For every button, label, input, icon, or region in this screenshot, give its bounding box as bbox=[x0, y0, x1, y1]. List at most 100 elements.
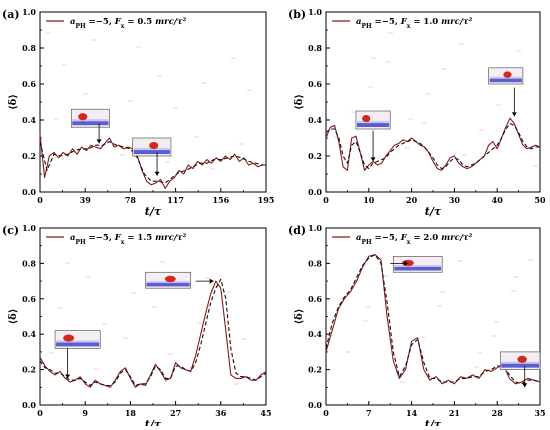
noise-mark bbox=[128, 100, 133, 102]
legend: aPH =−5, Fx = 1.0 mrc/τ² bbox=[332, 17, 473, 30]
noise-mark bbox=[197, 322, 202, 324]
noise-mark bbox=[152, 306, 157, 308]
legend-part: =−5, bbox=[86, 17, 115, 27]
arrow-head bbox=[96, 139, 102, 144]
y-tick-label: 0.2 bbox=[22, 365, 36, 375]
annotation-arrow bbox=[65, 348, 71, 379]
noise-mark bbox=[91, 39, 96, 41]
series-line-dashed bbox=[39, 141, 266, 184]
inset-layer-bed bbox=[501, 363, 539, 368]
y-tick-label: 0.4 bbox=[308, 115, 322, 125]
y-tick-label: 0.6 bbox=[22, 79, 36, 89]
y-tick-label: 0.4 bbox=[308, 329, 322, 339]
noise-mark bbox=[120, 154, 125, 156]
y-tick-label: 0.2 bbox=[22, 151, 36, 161]
y-tick-label: 0.6 bbox=[308, 79, 322, 89]
noise-mark bbox=[139, 384, 144, 386]
y-tick-label: 0.8 bbox=[22, 43, 36, 53]
x-tick-label: 0 bbox=[37, 408, 43, 418]
noise-mark bbox=[231, 57, 236, 59]
legend-part: x bbox=[407, 23, 411, 30]
plot-frame bbox=[325, 11, 541, 193]
y-tick-label: 0.6 bbox=[308, 294, 322, 304]
noise-mark bbox=[405, 147, 410, 149]
inset-layer-top bbox=[501, 361, 539, 364]
legend-part: = 2.0 bbox=[410, 233, 441, 243]
y-tick-label: 0.2 bbox=[308, 365, 322, 375]
noise-mark bbox=[437, 305, 442, 307]
noise-mark bbox=[54, 118, 59, 120]
x-axis-label: t/τ bbox=[425, 418, 442, 426]
y-tick-label: 1.0 bbox=[22, 7, 36, 17]
noise-mark bbox=[363, 320, 368, 322]
noise-mark bbox=[194, 136, 199, 138]
noise-mark bbox=[528, 259, 533, 261]
inset-droplet bbox=[517, 355, 527, 363]
snapshot-inset bbox=[145, 271, 191, 289]
inset-layer-bed bbox=[489, 78, 522, 83]
legend-part: =−5, bbox=[86, 233, 115, 243]
noise-mark bbox=[234, 383, 239, 385]
noise-mark bbox=[334, 136, 339, 138]
panel-b: 0 10 20 30 40 50 0.0 0.2 0.4 0.6 0.8 1.0 t/τ ⟨δ⟩ (b) aP… bbox=[288, 7, 546, 218]
snapshot-inset bbox=[499, 351, 541, 370]
inset-droplet bbox=[63, 334, 75, 342]
inset-layer-top bbox=[56, 340, 100, 343]
noise-mark bbox=[514, 276, 519, 278]
annotation-arrow bbox=[390, 260, 409, 266]
arrow-head bbox=[511, 112, 517, 117]
legend-part: a bbox=[70, 233, 76, 243]
annotation-arrow bbox=[154, 152, 160, 176]
arrow-head bbox=[370, 157, 376, 162]
noise-mark bbox=[442, 68, 447, 70]
annotation-arrow bbox=[522, 366, 528, 388]
noise-mark bbox=[462, 154, 467, 156]
y-tick-label: 0.2 bbox=[308, 151, 322, 161]
inset-layer-top bbox=[356, 120, 390, 124]
y-axis-label: ⟨δ⟩ bbox=[294, 94, 305, 110]
inset-layer-bed bbox=[356, 123, 390, 128]
noise-mark bbox=[531, 382, 536, 384]
x-axis-label: t/τ bbox=[145, 205, 162, 218]
legend: aPH =−5, Fx = 1.5 mrc/τ² bbox=[46, 233, 187, 246]
panel-label: (d) bbox=[288, 224, 306, 237]
series-line-dashed bbox=[39, 278, 267, 387]
background-noise bbox=[334, 32, 538, 167]
noise-mark bbox=[239, 143, 244, 145]
inset-layer-bed bbox=[146, 282, 190, 287]
legend-part: x bbox=[407, 239, 411, 246]
noise-mark bbox=[160, 261, 165, 263]
legend-part: =−5, bbox=[372, 17, 401, 27]
legend-part: x bbox=[121, 239, 125, 246]
x-tick-label: 0 bbox=[323, 408, 329, 418]
inset-layer-bed bbox=[72, 121, 109, 126]
x-tick-label: 10 bbox=[363, 195, 375, 205]
inset-layer-bed bbox=[133, 150, 170, 155]
snapshot-inset bbox=[392, 256, 443, 273]
snapshot-inset bbox=[488, 67, 524, 85]
noise-mark bbox=[205, 277, 210, 279]
legend-part: PH bbox=[76, 239, 87, 246]
plot-frame bbox=[39, 11, 267, 193]
y-tick-label: 0.0 bbox=[22, 400, 36, 410]
legend-part: mrc/τ² bbox=[441, 17, 472, 27]
legend-part: mrc/τ² bbox=[155, 233, 186, 243]
inset-layer-top bbox=[394, 265, 442, 267]
x-tick-label: 0 bbox=[37, 195, 43, 205]
noise-mark bbox=[157, 75, 162, 77]
legend-part: a bbox=[356, 17, 362, 27]
x-tick-label: 36 bbox=[215, 408, 227, 418]
noise-mark bbox=[62, 64, 67, 66]
annotation-arrow bbox=[511, 87, 517, 117]
arrow-head bbox=[154, 171, 160, 176]
legend-part: = 1.0 bbox=[410, 17, 441, 27]
legend-part: mrc/τ² bbox=[155, 17, 186, 27]
panel-label: (a) bbox=[2, 8, 20, 21]
snapshot-inset bbox=[355, 110, 391, 130]
noise-mark bbox=[385, 61, 390, 63]
noise-mark bbox=[83, 93, 88, 95]
noise-mark bbox=[57, 307, 62, 309]
noise-mark bbox=[351, 111, 356, 113]
